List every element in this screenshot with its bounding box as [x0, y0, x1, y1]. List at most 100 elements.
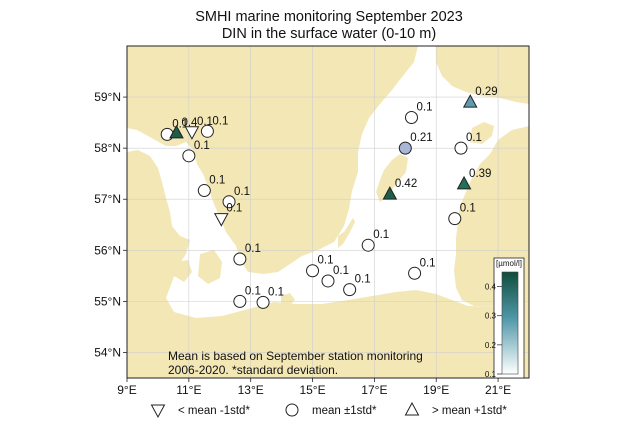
y-tick-label: 56°N — [94, 243, 121, 257]
station-value-label: 0.1 — [466, 132, 482, 144]
land — [127, 46, 529, 378]
legend-label: > mean +1std* — [432, 405, 507, 417]
station-value-label: 0.1 — [460, 203, 476, 215]
y-tick-label: 57°N — [94, 192, 121, 206]
station-marker: 0.1 — [404, 102, 432, 125]
legend: < mean -1std* mean ±1std* > mean +1std* — [150, 401, 507, 419]
station-value-label: 0.1 — [268, 286, 284, 298]
land-denmark-germany-poland — [127, 150, 529, 378]
land-bornholm — [281, 293, 295, 306]
land-finland — [436, 46, 529, 104]
station-value-label: 0.1 — [355, 274, 371, 286]
x-tick-label: 15°E — [299, 383, 325, 397]
legend-label: < mean -1std* — [178, 405, 250, 417]
legend-item: mean ±1std* — [285, 403, 377, 417]
station-marker: 0.1 — [222, 186, 250, 209]
station-marker: 0.1 — [184, 116, 213, 140]
land-funen — [174, 260, 192, 282]
station-value-label: 0.1 — [226, 203, 242, 215]
station-value-label: 0.29 — [475, 86, 497, 98]
station-triangle-down — [213, 213, 229, 227]
station-value-label: 0.21 — [410, 132, 432, 144]
station-circle — [197, 184, 211, 198]
station-triangle-up — [169, 124, 184, 139]
station-marker: 0.1 — [256, 286, 284, 309]
station-value-label: 0.1 — [212, 115, 228, 127]
x-tick-label: 21°E — [485, 383, 511, 397]
legend-label: mean ±1std* — [312, 405, 377, 417]
station-value-label: 0.1 — [234, 186, 250, 198]
legend-triangle-up-icon — [404, 401, 420, 416]
land-oland — [338, 218, 355, 248]
station-marker: 0.1 — [213, 203, 242, 227]
station-marker: 0.1 — [408, 257, 436, 280]
station-circle — [454, 141, 468, 155]
map-area: 0.10.4 0.1 0.10.10.10.10.10.10.1 0.10.10.10… — [127, 46, 529, 378]
station-value-label: 0.4 — [181, 117, 198, 129]
station-marker: 0.1 — [321, 265, 349, 288]
station-value-label: 0.1 — [420, 257, 436, 269]
station-marker: 0.1 — [233, 285, 261, 308]
station-circle — [404, 111, 418, 125]
stations: 0.10.4 0.1 0.10.10.10.10.10.10.1 0.10.10.10… — [160, 86, 498, 309]
station-value-label: 0.1 — [373, 229, 389, 241]
station-value-label: 0.1 — [333, 265, 349, 277]
colorbar-title: [µmol/l] — [496, 259, 522, 268]
station-marker: 0.1 — [197, 175, 225, 198]
y-tick-label: 59°N — [94, 90, 121, 104]
y-tick-label: 54°N — [94, 345, 121, 359]
x-tick-label: 17°E — [361, 383, 387, 397]
station-marker: 0.29 — [462, 86, 498, 108]
station-circle — [408, 266, 422, 280]
legend-item: > mean +1std* — [404, 401, 507, 417]
y-tick-label: 55°N — [94, 294, 121, 308]
station-value-label: 0.42 — [395, 178, 417, 190]
x-axis: 9°E 11°E 13°E 15°E 17°E 19°E 21°E — [117, 378, 511, 397]
station-value-label: 0.1 — [209, 175, 225, 187]
x-tick-label: 11°E — [176, 383, 201, 397]
station-marker: 0.1 — [343, 274, 371, 297]
station-value-label: 0.1 — [197, 116, 213, 128]
title-line-1: SMHI marine monitoring September 2023 — [195, 9, 463, 25]
y-axis: 54°N 55°N 56°N 57°N 58°N 59°N — [94, 90, 127, 359]
station-circle — [398, 141, 412, 155]
station-triangle-up — [462, 94, 478, 108]
station-marker: 0.1 — [200, 115, 228, 138]
station-marker: 0.1 — [361, 229, 389, 252]
colorbar-tick-label: 0.4 — [485, 283, 497, 292]
station-circle — [200, 124, 214, 138]
x-tick-label: 13°E — [238, 383, 264, 397]
colorbar-tick-label: 0.3 — [485, 312, 497, 321]
colorbar-tick-label: 0.1 — [485, 370, 497, 379]
station-value-label: 0.1 — [416, 102, 432, 114]
colorbar: [µmol/l] 0.1 0.2 0.3 0.4 — [485, 257, 525, 379]
station-value-label: 0.1 — [245, 243, 261, 255]
station-value-label: 0.1 — [318, 255, 334, 267]
colorbar-tick-label: 0.2 — [485, 341, 497, 350]
land-saaremaa — [470, 122, 494, 144]
x-tick-label: 9°E — [117, 383, 136, 397]
station-circle — [182, 149, 196, 163]
station-triangle-up — [456, 175, 472, 190]
station-marker: 0.4 — [169, 117, 198, 139]
station-value-label: 0.1 — [172, 118, 188, 130]
station-value-label: 0.1 — [245, 285, 261, 297]
station-marker: 0.39 — [456, 168, 491, 190]
land-gotland — [376, 154, 408, 202]
station-marker: 0.1 — [233, 243, 261, 266]
colorbar-ticks: 0.1 0.2 0.3 0.4 — [485, 283, 502, 379]
legend-item: < mean -1std* — [150, 404, 250, 419]
station-value-label: 0.1 — [194, 140, 210, 152]
map-frame — [126, 45, 530, 379]
station-marker: 0.42 — [382, 178, 417, 200]
land-scandinavia — [127, 46, 418, 274]
station-marker: 0.1 — [448, 203, 476, 226]
station-triangle-up — [382, 186, 398, 200]
station-circle — [448, 212, 462, 226]
graticule — [127, 46, 529, 378]
x-tick-label: 19°E — [423, 383, 449, 397]
station-circle — [233, 294, 247, 308]
station-circle — [321, 274, 335, 288]
